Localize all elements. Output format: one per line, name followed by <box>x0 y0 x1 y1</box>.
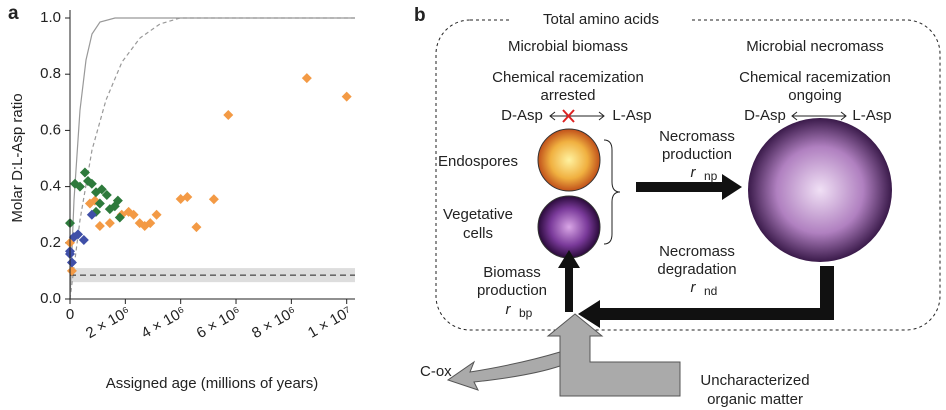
point <box>301 73 312 84</box>
panel-label: b <box>414 5 426 26</box>
point <box>94 220 105 231</box>
y-tick-label: 0.4 <box>40 178 61 195</box>
d-asp: D-Asp <box>744 107 786 124</box>
x-tick-label: 0 <box>66 306 74 323</box>
y-tick-label: 1.0 <box>40 9 61 26</box>
label: Necromass <box>659 243 735 260</box>
model-curve <box>69 17 355 300</box>
point <box>128 209 139 220</box>
point <box>96 184 107 195</box>
point <box>101 190 112 201</box>
label: degradation <box>657 261 736 278</box>
label: organic matter <box>707 391 803 408</box>
rate-sub: nd <box>704 284 717 298</box>
label: cells <box>463 225 493 242</box>
point <box>114 212 125 223</box>
rate-sub: bp <box>519 306 533 320</box>
x-tick-label: 2 × 10⁶ <box>83 303 133 342</box>
label: Endospores <box>438 153 518 170</box>
point <box>73 229 84 240</box>
label: C-ox <box>420 363 452 380</box>
x-tick-label: 1 × 10⁷ <box>305 303 355 342</box>
x-tick-label: 6 × 10⁶ <box>194 303 244 342</box>
x-tick-label: 4 × 10⁶ <box>138 303 188 342</box>
state: Chemical racemization <box>739 69 891 86</box>
label: Uncharacterized <box>700 372 809 389</box>
state: arrested <box>540 87 595 104</box>
panel-label: a <box>8 3 19 24</box>
point <box>78 234 89 245</box>
l-asp: L-Asp <box>612 107 651 124</box>
point <box>112 195 123 206</box>
cross <box>562 109 575 123</box>
state: ongoing <box>788 87 841 104</box>
point <box>74 181 85 192</box>
y-tick-label: 0.2 <box>40 234 61 251</box>
point <box>175 193 186 204</box>
point <box>86 209 97 220</box>
brace <box>603 139 621 245</box>
d-asp: D-Asp <box>501 107 543 124</box>
panel-a: a Molar D:L-Asp ratio Assigned age (mill… <box>8 3 355 392</box>
point <box>84 198 95 209</box>
l-asp: L-Asp <box>852 107 891 124</box>
vegetative-image <box>537 195 601 259</box>
point <box>191 222 202 233</box>
double-arrow <box>791 111 847 121</box>
double-arrow <box>549 111 605 121</box>
point <box>151 209 162 220</box>
label: Necromass <box>659 128 735 145</box>
rate: r <box>691 279 697 296</box>
point <box>223 109 234 120</box>
point <box>341 91 352 102</box>
point <box>66 265 77 276</box>
heading: Microbial biomass <box>508 38 628 55</box>
point <box>86 178 97 189</box>
rate: r <box>691 164 697 181</box>
point <box>94 198 105 209</box>
point <box>79 167 90 178</box>
rate-sub: np <box>704 169 718 183</box>
arrow <box>578 266 834 328</box>
label: Biomass <box>483 264 541 281</box>
point <box>104 218 115 229</box>
cox-arrow <box>446 351 561 391</box>
necromass-image <box>748 118 892 262</box>
label: Vegetative <box>443 206 513 223</box>
point <box>208 194 219 205</box>
model-curve <box>69 17 355 300</box>
arrow <box>558 250 580 312</box>
arrow <box>636 174 742 200</box>
label: production <box>477 282 547 299</box>
y-tick-label: 0.8 <box>40 65 61 82</box>
title-bg <box>512 10 690 30</box>
state: Chemical racemization <box>492 69 644 86</box>
label: production <box>662 146 732 163</box>
endospores-image <box>537 128 601 192</box>
x-tick-label: 8 × 10⁶ <box>249 303 299 342</box>
title: Total amino acids <box>543 11 659 28</box>
y-tick-label: 0.6 <box>40 121 61 138</box>
y-tick-label: 0.0 <box>40 290 61 307</box>
y-axis-label: Molar D:L-Asp ratio <box>9 93 26 222</box>
panel-b: b Total amino acids Microbial biomass Mi… <box>414 5 941 408</box>
heading: Microbial necromass <box>746 38 884 55</box>
point <box>66 257 77 268</box>
input-arrow <box>546 313 681 397</box>
rate: r <box>506 301 512 318</box>
x-axis-label: Assigned age (millions of years) <box>106 375 319 392</box>
point <box>145 218 156 229</box>
